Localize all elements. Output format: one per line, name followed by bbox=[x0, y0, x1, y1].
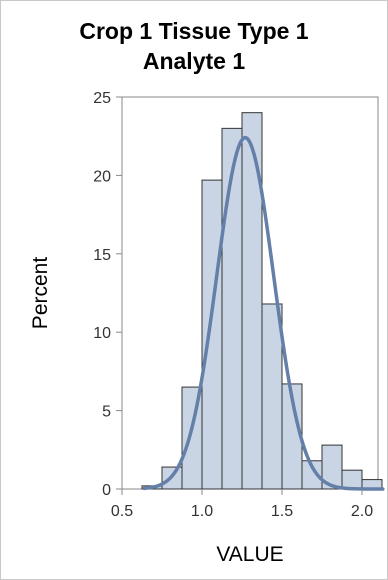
y-tick-label: 15 bbox=[93, 247, 111, 264]
x-tick-label: 2.0 bbox=[351, 503, 373, 520]
normal-density-curve bbox=[142, 135, 385, 491]
y-tick-label: 10 bbox=[93, 325, 111, 342]
y-tick-label: 5 bbox=[102, 404, 111, 421]
y-tick-label: 0 bbox=[102, 482, 111, 499]
x-axis-title: VALUE bbox=[216, 543, 283, 566]
histogram-bar-4 bbox=[201, 179, 223, 490]
x-tick-label: 1.0 bbox=[191, 503, 213, 520]
histogram-bar-11 bbox=[341, 469, 363, 490]
y-axis-title: Percent bbox=[29, 257, 52, 330]
histogram-bar-7 bbox=[261, 303, 283, 490]
x-tick-label: 0.5 bbox=[111, 503, 133, 520]
x-tick-label: 1.5 bbox=[271, 503, 293, 520]
y-tick-label: 20 bbox=[93, 168, 111, 185]
histogram-bar-10 bbox=[321, 444, 343, 490]
chart-title: Crop 1 Tissue Type 1 Analyte 1 bbox=[0, 16, 388, 76]
chart-title-line-1: Crop 1 Tissue Type 1 bbox=[79, 18, 309, 44]
histogram-bar-6 bbox=[241, 112, 263, 490]
y-tick-label: 25 bbox=[93, 90, 111, 107]
chart-title-line-2: Analyte 1 bbox=[142, 48, 246, 74]
